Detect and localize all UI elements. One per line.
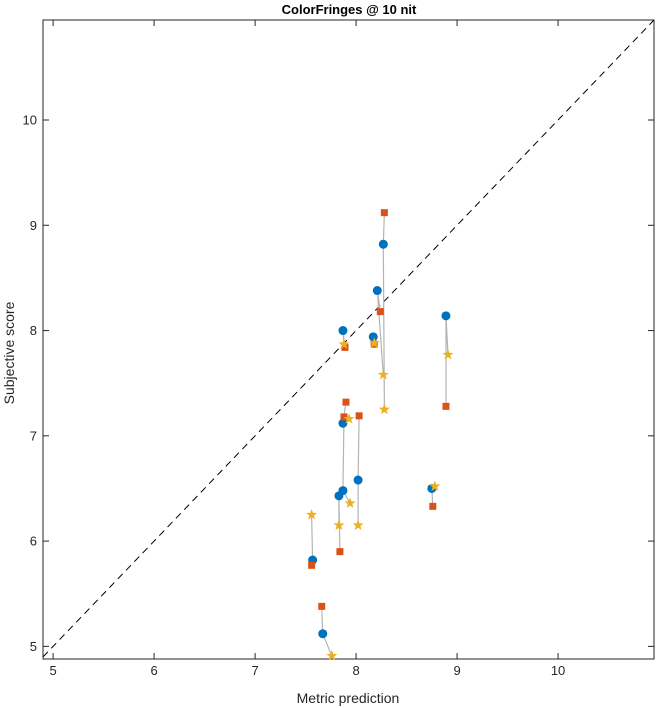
square-marker (341, 343, 349, 351)
identity-line-layer (42, 19, 655, 658)
circle-marker (338, 326, 348, 336)
square-marker (308, 561, 316, 569)
star-marker (377, 368, 389, 380)
square-marker (336, 548, 344, 556)
y-tick-label: 8 (30, 323, 37, 338)
circle-marker (378, 239, 388, 249)
marker-layer (306, 209, 454, 661)
y-tick-label: 10 (23, 113, 37, 128)
y-tick-label: 7 (30, 428, 37, 443)
star-marker (378, 403, 390, 415)
circle-marker (372, 286, 382, 296)
star-marker (343, 413, 355, 424)
x-tick-label: 6 (150, 663, 157, 678)
y-tick-label: 5 (30, 639, 37, 654)
x-tick-label: 10 (551, 663, 565, 678)
x-tick-label: 5 (49, 663, 56, 678)
square-marker (342, 398, 350, 406)
star-marker (344, 497, 356, 508)
chart-title: ColorFringes @ 10 nit (282, 2, 417, 17)
star-marker (338, 338, 350, 349)
square-marker (318, 602, 326, 610)
identity-line (42, 19, 655, 658)
star-marker (429, 480, 441, 492)
star-marker (368, 337, 380, 348)
circle-marker (441, 311, 451, 321)
circle-marker (368, 332, 378, 342)
star-marker (333, 519, 345, 530)
circle-marker (338, 418, 348, 428)
x-axis-label: Metric prediction (297, 690, 400, 706)
square-marker (340, 413, 348, 421)
y-tick-label: 6 (30, 534, 37, 549)
y-tick-label: 9 (30, 218, 37, 233)
x-tick-label: 9 (453, 663, 460, 678)
square-marker (429, 502, 437, 510)
circle-marker (338, 486, 348, 496)
y-axis-label: Subjective score (1, 301, 17, 404)
circle-marker (318, 629, 328, 639)
square-marker (442, 402, 450, 410)
x-tick-label: 8 (352, 663, 359, 678)
x-tick-label: 7 (251, 663, 258, 678)
star-marker (352, 519, 364, 530)
square-marker (376, 308, 384, 316)
tick-layer: 5 6 7 8 9 10 5 6 7 8 9 10 (23, 20, 654, 678)
star-marker (326, 650, 338, 661)
circle-marker (353, 475, 363, 485)
square-marker (380, 209, 388, 217)
star-marker (306, 508, 318, 520)
star-marker (442, 348, 454, 360)
square-marker (355, 412, 363, 420)
